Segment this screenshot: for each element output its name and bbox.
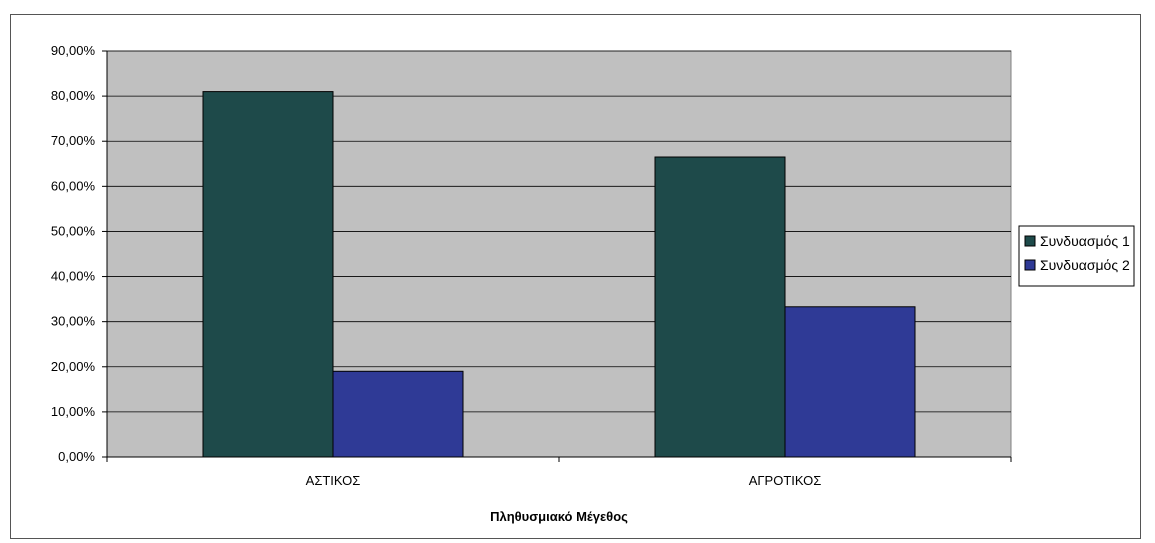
axes <box>102 50 1012 462</box>
bar-1-1 <box>202 91 334 458</box>
bars <box>202 91 916 458</box>
y-tick-label: 30,00% <box>51 314 96 329</box>
bar-1-2 <box>654 156 786 458</box>
legend-swatch <box>1024 259 1036 271</box>
x-category-label: ΑΓΡΟΤΙΚΟΣ <box>749 473 822 488</box>
y-tick-label: 0,00% <box>58 449 95 464</box>
legend-swatch <box>1024 235 1036 247</box>
x-category-labels: ΑΣΤΙΚΟΣ ΑΓΡΟΤΙΚΟΣ <box>306 473 822 488</box>
y-tick-label: 70,00% <box>51 133 96 148</box>
y-tick-label: 80,00% <box>51 88 96 103</box>
legend-label: Συνδυασμός 1 <box>1040 233 1130 249</box>
legend-label: Συνδυασμός 2 <box>1040 257 1130 273</box>
y-tick-label: 20,00% <box>51 359 96 374</box>
x-axis-title: Πληθυσμιακό Μέγεθος <box>490 509 628 524</box>
y-tick-label: 10,00% <box>51 404 96 419</box>
y-tick-label: 60,00% <box>51 178 96 193</box>
y-tick-label: 40,00% <box>51 269 96 284</box>
bar-2-1 <box>332 370 464 458</box>
y-tick-label: 90,00% <box>51 43 96 58</box>
bar-2-2 <box>784 306 916 458</box>
legend-box <box>1018 225 1135 287</box>
x-category-label: ΑΣΤΙΚΟΣ <box>306 473 361 488</box>
y-tick-labels: 0,00% 10,00% 20,00% 30,00% 40,00% 50,00% 60,00… <box>51 43 96 464</box>
y-tick-label: 50,00% <box>51 223 96 238</box>
legend: Συνδυασμός 1 Συνδυασμός 2 <box>1018 225 1135 287</box>
